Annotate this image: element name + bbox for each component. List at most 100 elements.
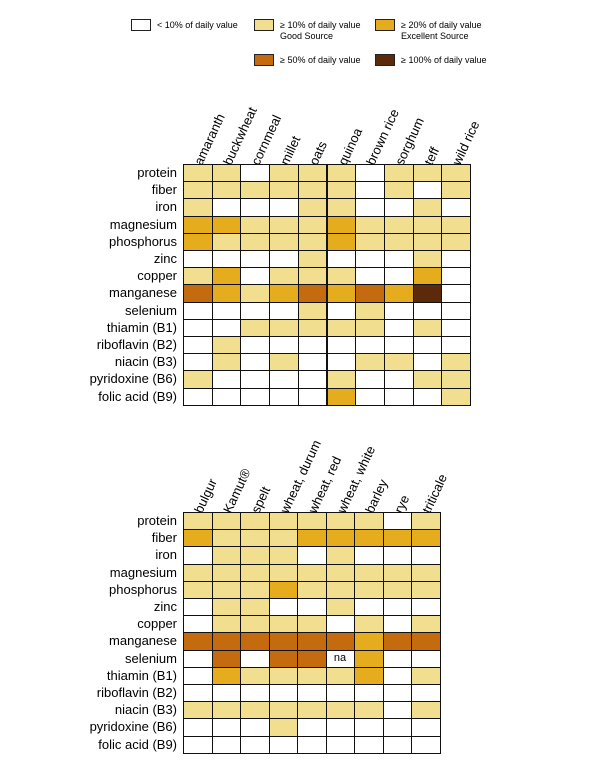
heatmap-cell — [211, 267, 242, 286]
heatmap-cell — [382, 580, 413, 599]
column-label-bulgur: bulgur — [191, 476, 220, 516]
row-label-manganese: manganese — [109, 285, 177, 301]
heatmap-cell — [355, 232, 385, 251]
column-label-wild-rice: wild rice — [449, 118, 483, 168]
heatmap-cell — [240, 198, 271, 217]
heatmap-cell — [325, 615, 356, 634]
heatmap-cell — [382, 735, 413, 754]
heatmap-cell — [297, 649, 327, 668]
heatmap-cell — [269, 353, 299, 372]
heatmap-cell — [240, 284, 271, 303]
heatmap-cell — [325, 701, 356, 720]
heatmap-cell — [383, 284, 414, 303]
heatmap-cell — [269, 250, 299, 269]
heatmap-cell — [354, 632, 384, 651]
heatmap-cell — [211, 353, 242, 372]
heatmap-cell — [297, 181, 328, 200]
heatmap-cell — [240, 735, 270, 754]
heatmap-cell — [354, 735, 384, 754]
heatmap-cell — [240, 580, 270, 599]
heatmap-cell — [269, 284, 299, 303]
heatmap-cell — [325, 684, 356, 703]
heatmap-cell — [269, 267, 299, 286]
heatmap-cell — [441, 353, 471, 372]
heatmap-cell — [211, 387, 242, 406]
heatmap-cell — [441, 336, 471, 355]
heatmap-cell — [240, 250, 271, 269]
heatmap-cell — [297, 370, 328, 389]
heatmap-cell — [382, 718, 413, 737]
heatmap-cell — [297, 632, 327, 651]
heatmap-cell — [355, 250, 385, 269]
heatmap-cell — [269, 232, 299, 251]
row-label-selenium: selenium — [124, 650, 177, 666]
heatmap-cell — [211, 284, 242, 303]
heatmap-cell — [383, 181, 414, 200]
row-label-niacin-b3: niacin (B3) — [114, 702, 177, 718]
legend-label: < 10% of daily value — [157, 20, 238, 30]
row-label-thiamin-b1: thiamin (B1) — [106, 319, 177, 335]
heatmap-cell — [383, 198, 414, 217]
heatmap-cell — [325, 718, 356, 737]
heatmap-cell — [411, 580, 441, 599]
heatmap-cell — [441, 284, 471, 303]
heatmap-cell — [211, 580, 242, 599]
heatmap-cell — [297, 387, 328, 406]
heatmap-cell — [383, 215, 414, 234]
heatmap-cell — [297, 267, 328, 286]
heatmap-cell — [211, 318, 242, 337]
row-label-folic-acid-b9: folic acid (B9) — [98, 388, 177, 404]
heatmap-cell — [183, 598, 213, 617]
heatmap-cell — [382, 546, 413, 565]
heatmap-cell — [441, 387, 471, 406]
heatmap-cell — [268, 580, 299, 599]
heatmap-cell — [297, 512, 327, 531]
heatmap-cell — [297, 353, 328, 372]
heatmap-cell — [441, 267, 471, 286]
heatmap-cell — [412, 250, 443, 269]
heatmap-cell — [326, 370, 357, 389]
heatmap-cell — [411, 632, 441, 651]
heatmap-cell — [240, 215, 271, 234]
heatmap-cell — [354, 615, 384, 634]
heatmap-cell — [382, 529, 413, 548]
heatmap-cell — [383, 301, 414, 320]
heatmap-cell — [412, 336, 443, 355]
heatmap-cell — [268, 718, 299, 737]
heatmap-cell — [268, 649, 299, 668]
heatmap-cell — [211, 301, 242, 320]
heatmap-cell — [268, 529, 299, 548]
heatmap-cell — [382, 563, 413, 582]
heatmap-cell — [411, 735, 441, 754]
heatmap-cell — [240, 353, 271, 372]
heatmap-cell — [354, 718, 384, 737]
column-label-spelt: spelt — [248, 484, 274, 516]
row-label-copper: copper — [137, 268, 177, 284]
heatmap-cell — [183, 336, 213, 355]
heatmap-cell — [240, 598, 270, 617]
heatmap-cell — [412, 370, 443, 389]
legend-label: ≥ 20% of daily value — [401, 20, 482, 30]
heatmap-cell — [355, 284, 385, 303]
heatmap-cell — [183, 615, 213, 634]
row-label-riboflavin-b2: riboflavin (B2) — [96, 337, 177, 352]
heatmap-cell — [383, 353, 414, 372]
heatmap-cell — [354, 598, 384, 617]
heatmap-cell — [211, 684, 242, 703]
heatmap-cell — [211, 632, 242, 651]
column-label-triticale: triticale — [419, 471, 451, 516]
heatmap-cell — [325, 563, 356, 582]
heatmap-cell — [383, 267, 414, 286]
heatmap-cell — [183, 649, 213, 668]
heatmap-cell — [297, 284, 328, 303]
heatmap-cell — [412, 387, 443, 406]
heatmap-cell — [183, 632, 213, 651]
legend-label: ≥ 50% of daily value — [280, 55, 361, 65]
heatmap-cell — [297, 164, 328, 183]
heatmap-cell — [412, 181, 443, 200]
heatmap-cell — [240, 563, 270, 582]
heatmap-cell — [183, 181, 213, 200]
heatmap-cell — [382, 632, 413, 651]
heatmap-cell — [382, 598, 413, 617]
heatmap-cell — [383, 387, 414, 406]
